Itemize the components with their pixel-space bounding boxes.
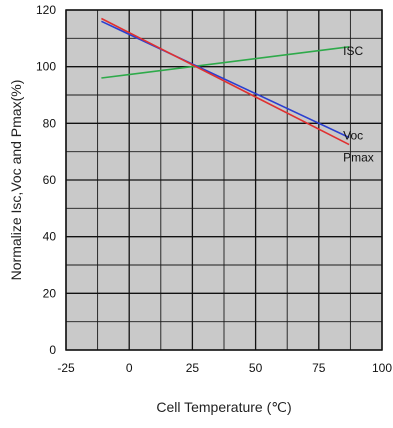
- series-line-voc: [101, 20, 350, 139]
- y-tick-label: 80: [43, 116, 57, 130]
- y-tick-label: 40: [43, 230, 57, 244]
- plot-border: [65, 9, 383, 351]
- series-label-pmax: Pmax: [343, 151, 374, 165]
- x-axis-title: Cell Temperature (℃): [156, 399, 291, 415]
- y-axis-title: Normalize Isc,Voc and Pmax(%): [8, 80, 24, 281]
- x-tick-label: 75: [312, 361, 326, 375]
- label-layer: ISC Voc Pmax: [343, 44, 374, 165]
- series-line-isc: [101, 46, 350, 79]
- x-tick-label: -25: [57, 361, 75, 375]
- x-tick-label: 0: [126, 361, 133, 375]
- x-tick-label: 100: [372, 361, 392, 375]
- y-tick-label: 20: [43, 286, 57, 300]
- x-tick-label: 25: [186, 361, 200, 375]
- series-line-pmax: [101, 17, 350, 146]
- y-tick-label: 100: [36, 60, 56, 74]
- y-tick-label: 120: [36, 3, 56, 17]
- series-label-voc: Voc: [343, 129, 363, 143]
- y-tick-label: 0: [49, 343, 56, 357]
- y-tick-label: 60: [43, 173, 57, 187]
- series-layer: [101, 17, 350, 146]
- series-label-isc: ISC: [343, 44, 363, 58]
- x-tick-label: 50: [249, 361, 263, 375]
